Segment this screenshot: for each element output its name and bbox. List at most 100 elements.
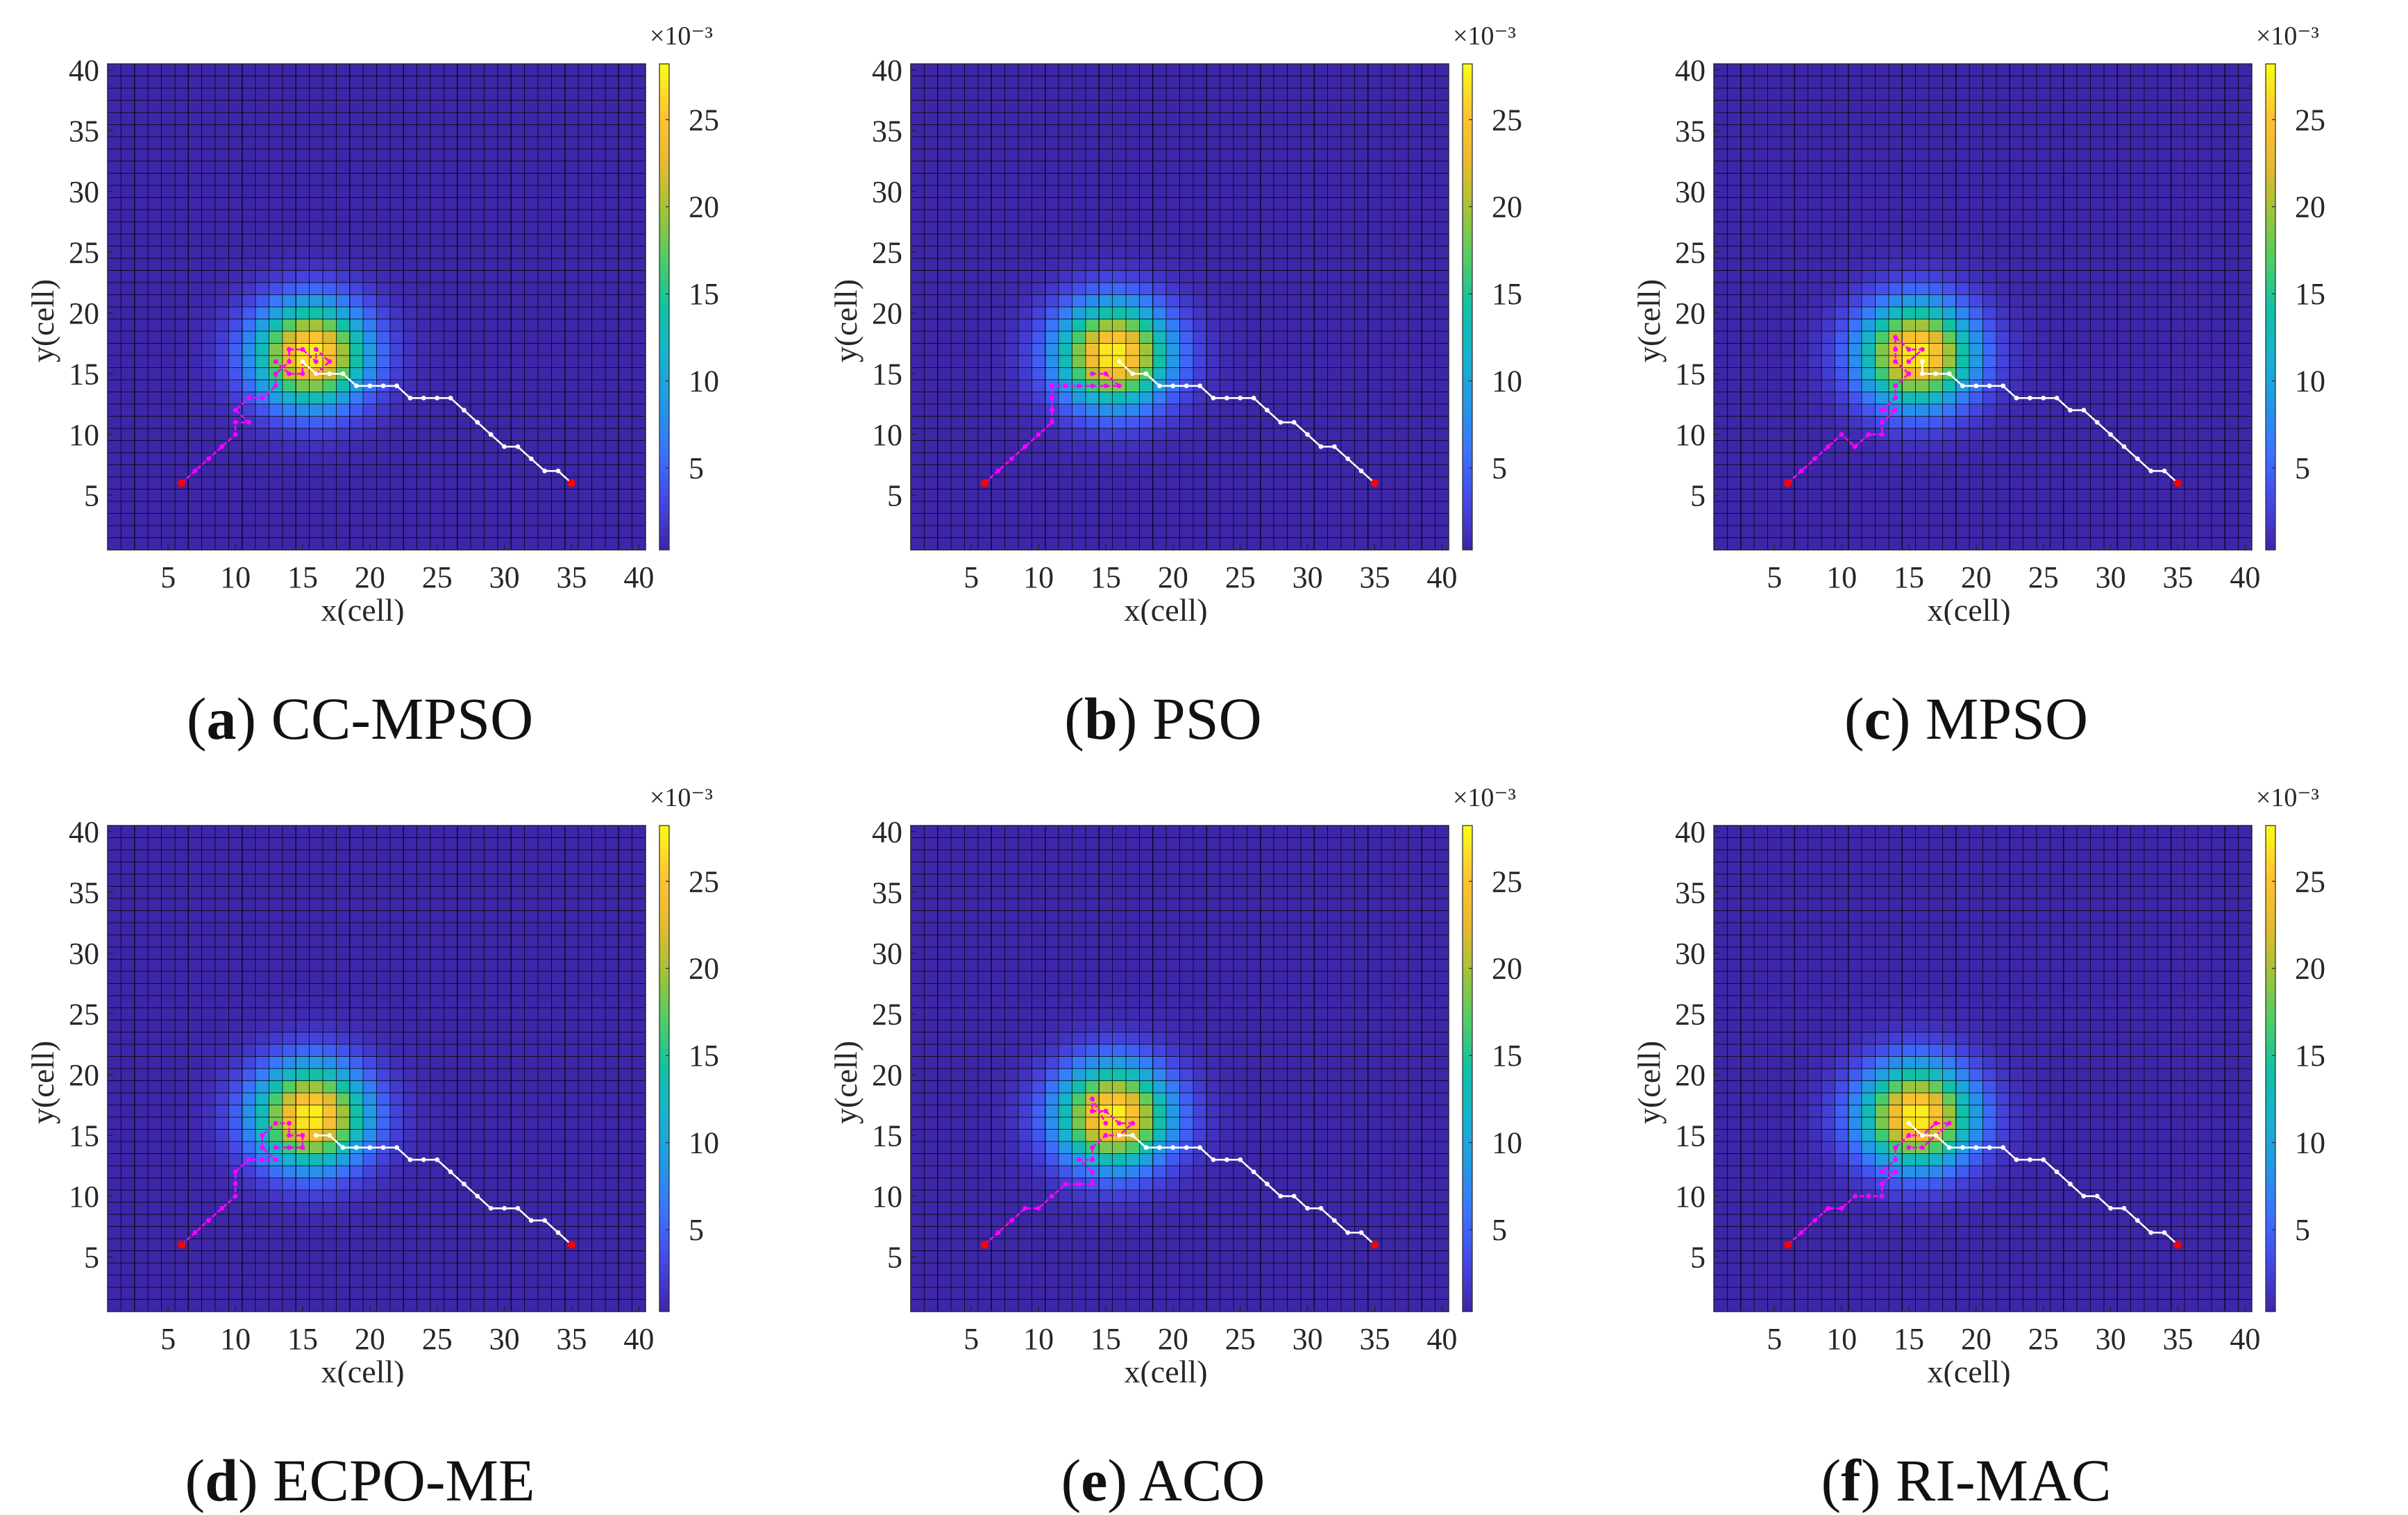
- heatmap-cell: [484, 100, 498, 113]
- heatmap-cell: [1354, 112, 1369, 125]
- heatmap-cell: [1982, 76, 1997, 89]
- heatmap-cell: [1220, 307, 1234, 319]
- heatmap-cell: [538, 343, 552, 356]
- heatmap-cell: [2103, 283, 2118, 295]
- heatmap-cell: [296, 331, 310, 344]
- heatmap-cell: [2211, 124, 2225, 137]
- heatmap-cell: [1780, 137, 1795, 149]
- heatmap-cell: [282, 331, 296, 344]
- heatmap-cell: [2010, 477, 2024, 489]
- heatmap-cell: [1714, 513, 1728, 526]
- heatmap-cell: [389, 234, 404, 246]
- heatmap-cell: [2077, 477, 2091, 489]
- heatmap-cell: [1166, 149, 1180, 162]
- heatmap-cell: [1794, 392, 1809, 405]
- heatmap-cell: [1955, 234, 1970, 246]
- heatmap-cell: [121, 464, 135, 478]
- heatmap-cell: [255, 453, 269, 465]
- heatmap-cell: [1780, 234, 1795, 246]
- heatmap-cell: [991, 380, 1006, 392]
- heatmap-cell: [564, 185, 579, 198]
- heatmap-cell: [538, 404, 552, 417]
- heatmap-cell: [1888, 197, 1903, 210]
- heatmap-cell: [538, 477, 552, 489]
- heatmap-cell: [1835, 453, 1849, 465]
- heatmap-cell: [1045, 428, 1059, 441]
- path-point-best: [1318, 444, 1324, 449]
- heatmap-cell: [551, 161, 566, 174]
- heatmap-cell: [282, 294, 296, 308]
- heatmap-cell: [1848, 112, 1862, 125]
- heatmap-cell: [282, 440, 296, 453]
- heatmap-cell: [2198, 185, 2212, 198]
- heatmap-cell: [389, 489, 404, 502]
- heatmap-cell: [1835, 416, 1849, 429]
- heatmap-cell: [1929, 380, 1943, 392]
- heatmap-cell: [1166, 464, 1180, 478]
- heatmap-cell: [457, 319, 471, 332]
- heatmap-cell: [937, 453, 952, 465]
- heatmap-cell: [2171, 464, 2185, 478]
- heatmap-cell: [1179, 416, 1194, 429]
- heatmap-cell: [1422, 221, 1436, 235]
- heatmap-cell: [2184, 526, 2198, 538]
- heatmap-cell: [1300, 319, 1315, 332]
- heatmap-cell: [1059, 221, 1072, 235]
- heatmap-cell: [471, 464, 485, 478]
- heatmap-cell: [1059, 100, 1072, 113]
- heatmap-cell: [282, 307, 296, 319]
- heatmap-cell: [215, 319, 229, 332]
- heatmap-cell: [282, 477, 296, 489]
- heatmap-cell: [1220, 319, 1234, 332]
- heatmap-cell: [1300, 464, 1315, 478]
- heatmap-cell: [323, 526, 337, 538]
- heatmap-cell: [269, 331, 283, 344]
- heatmap-cell: [228, 355, 243, 368]
- heatmap-cell: [2010, 149, 2024, 162]
- heatmap-cell: [2010, 76, 2024, 89]
- heatmap-cell: [1714, 283, 1728, 295]
- heatmap-cell: [2077, 307, 2091, 319]
- heatmap-cell: [1260, 331, 1274, 344]
- heatmap-cell: [2130, 331, 2145, 344]
- heatmap-cell: [1112, 221, 1127, 235]
- heatmap-cell: [1395, 185, 1409, 198]
- x-axis-label: x(cell): [321, 592, 404, 625]
- heatmap-cell: [2077, 294, 2091, 308]
- heatmap-cell: [1314, 246, 1329, 259]
- heatmap-cell: [1234, 76, 1247, 89]
- heatmap-cell: [2103, 124, 2118, 137]
- heatmap-cell: [1767, 331, 1782, 344]
- heatmap-cell: [1942, 161, 1957, 174]
- heatmap-cell: [389, 221, 404, 235]
- heatmap-cell: [148, 149, 162, 162]
- heatmap-cell: [1727, 173, 1742, 186]
- heatmap-cell: [296, 404, 310, 417]
- heatmap-cell: [161, 416, 176, 429]
- heatmap-cell: [977, 392, 992, 405]
- heatmap-cell: [1381, 64, 1395, 76]
- heatmap-cell: [2037, 537, 2051, 551]
- heatmap-cell: [1234, 234, 1247, 246]
- heatmap-cell: [336, 124, 351, 137]
- heatmap-cell: [1367, 64, 1382, 76]
- heatmap-cell: [323, 294, 337, 308]
- heatmap-cell: [1234, 112, 1247, 125]
- heatmap-cell: [323, 428, 337, 441]
- heatmap-cell: [471, 64, 485, 76]
- heatmap-cell: [564, 258, 579, 271]
- heatmap-cell: [296, 501, 310, 514]
- heatmap-cell: [1341, 526, 1355, 538]
- heatmap-cell: [591, 210, 606, 222]
- heatmap-cell: [511, 112, 525, 125]
- heatmap-cell: [2023, 294, 2037, 308]
- heatmap-cell: [937, 526, 952, 538]
- heatmap-cell: [1327, 294, 1342, 308]
- heatmap-cell: [2063, 307, 2078, 319]
- heatmap-cell: [497, 380, 512, 392]
- heatmap-cell: [937, 367, 952, 380]
- heatmap-cell: [538, 149, 552, 162]
- heatmap-cell: [1435, 161, 1449, 174]
- heatmap-cell: [632, 64, 646, 76]
- heatmap-cell: [1004, 185, 1019, 198]
